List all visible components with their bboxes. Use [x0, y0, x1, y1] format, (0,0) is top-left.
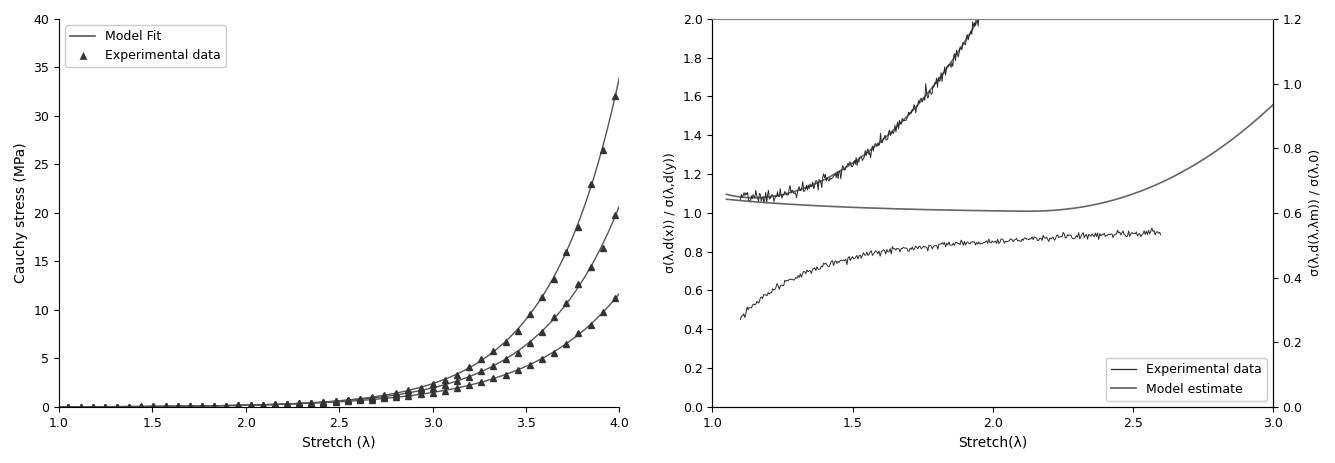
Y-axis label: σ(λ,d(x)) / σ(λ,d(y)): σ(λ,d(x)) / σ(λ,d(y)): [663, 152, 677, 273]
X-axis label: Stretch(λ): Stretch(λ): [959, 435, 1027, 449]
Legend: Experimental data, Model estimate: Experimental data, Model estimate: [1105, 358, 1267, 400]
Legend: Model Fit, Experimental data: Model Fit, Experimental data: [65, 25, 226, 68]
X-axis label: Stretch (λ): Stretch (λ): [303, 435, 376, 449]
Y-axis label: Cauchy stress (MPa): Cauchy stress (MPa): [13, 143, 28, 283]
Y-axis label: σ(λ,d(λ,λm)) / σ(λ,0): σ(λ,d(λ,λm)) / σ(λ,0): [1308, 149, 1322, 276]
